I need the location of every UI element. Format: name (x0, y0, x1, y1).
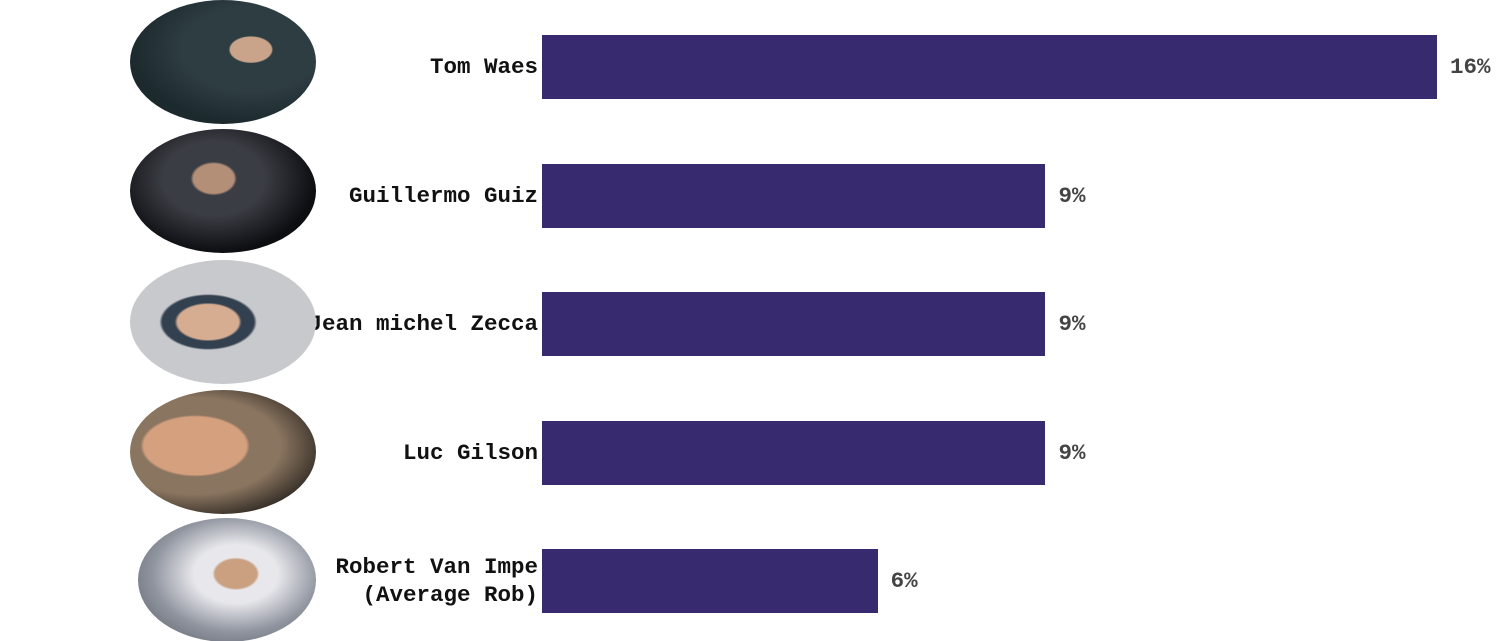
category-label: Tom Waes (429, 54, 538, 80)
photo (130, 390, 316, 514)
value-label: 6% (890, 568, 918, 594)
bar (542, 163, 1046, 228)
category-label: Guillermo Guiz (348, 182, 538, 209)
bar (542, 292, 1046, 356)
category-label: Luc Gilson (402, 439, 538, 466)
value-label: 16% (1450, 54, 1491, 80)
value-label: 9% (1058, 439, 1086, 466)
bar (542, 549, 878, 613)
bar (542, 420, 1046, 485)
category-label: Robert Van Impe (Average Rob) (335, 554, 538, 608)
bar (542, 35, 1437, 99)
photo (130, 260, 316, 384)
photo (138, 518, 316, 641)
category-label: Jean michel Zecca (308, 311, 538, 337)
photo (130, 129, 316, 253)
photo (130, 0, 316, 124)
value-label: 9% (1058, 311, 1086, 337)
value-label: 9% (1058, 182, 1086, 209)
